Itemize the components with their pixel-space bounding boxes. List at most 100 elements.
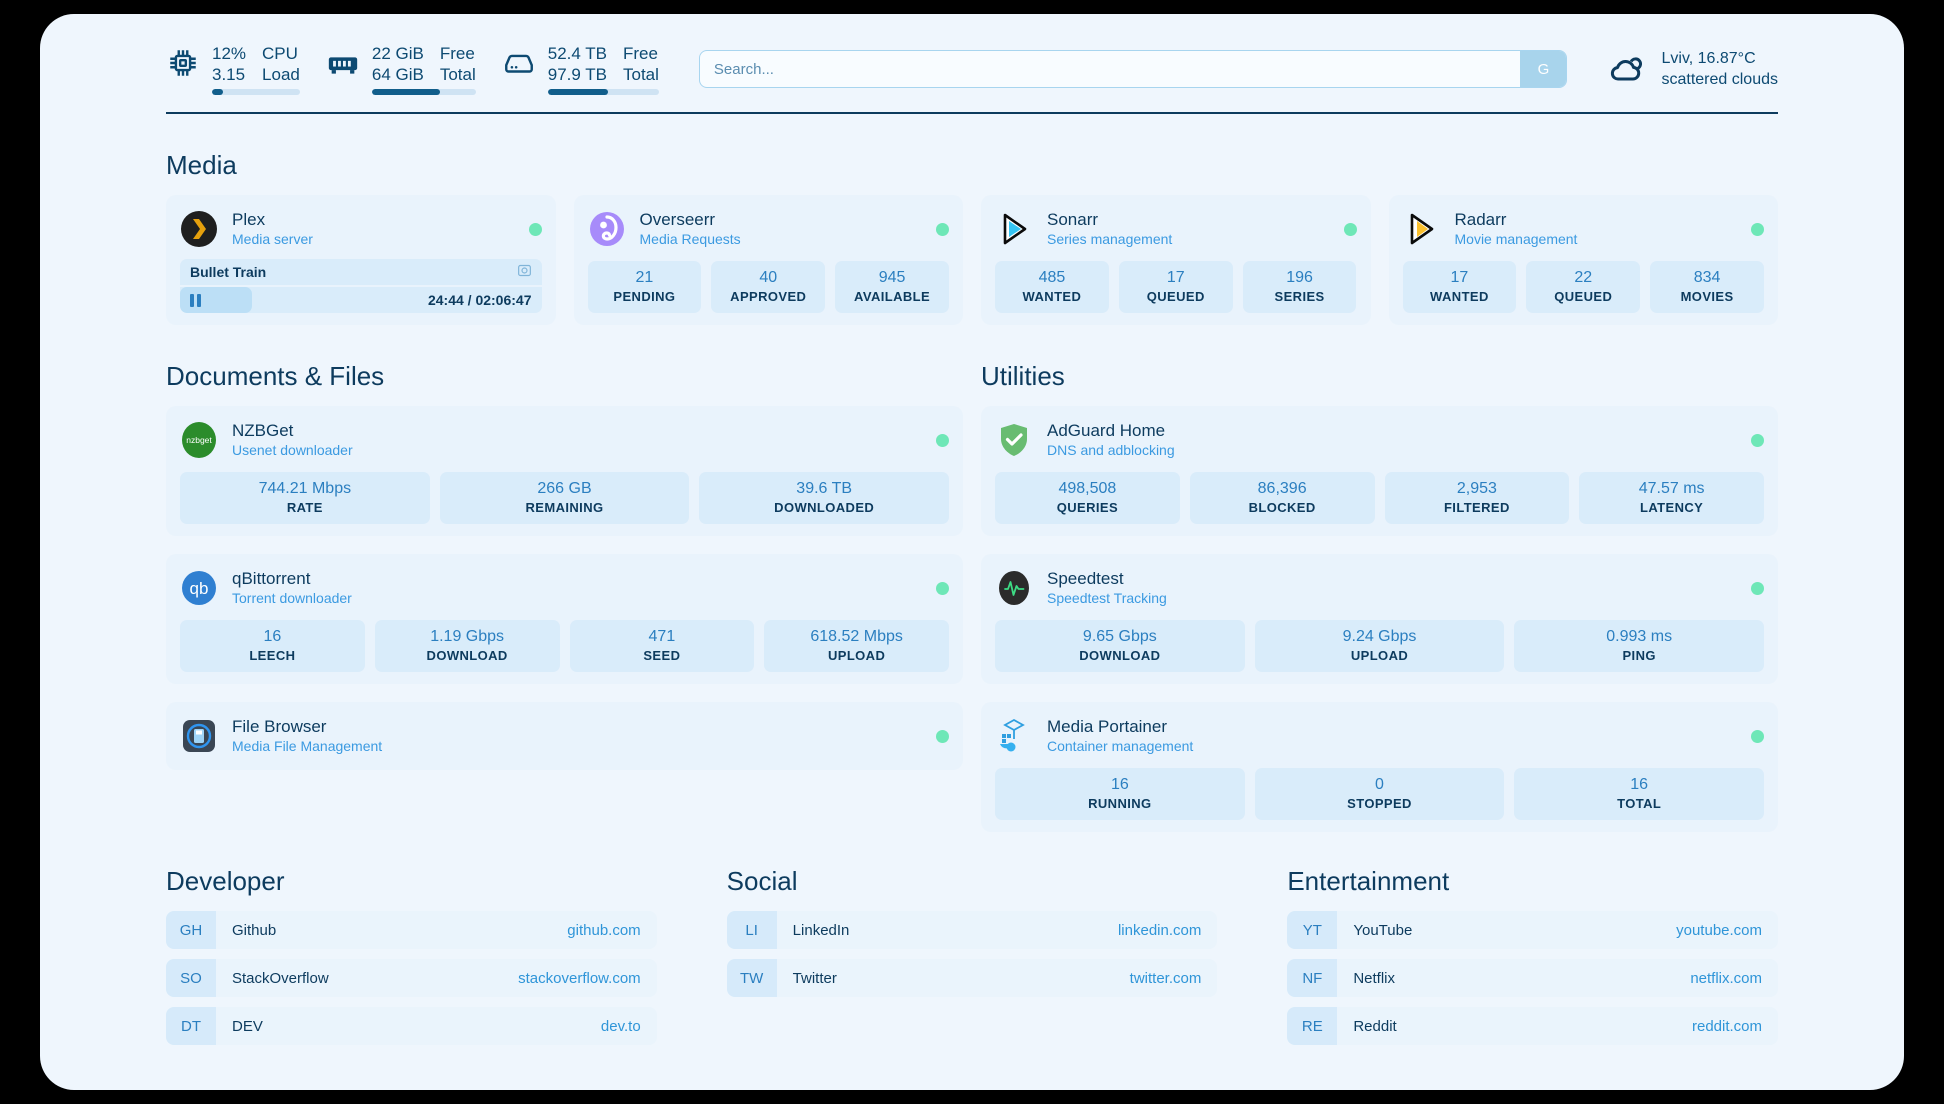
stat-tile: 834 MOVIES: [1650, 261, 1764, 313]
portainer-logo: [995, 717, 1033, 755]
bookmark-abbr: RE: [1287, 1007, 1338, 1045]
tile-value: 16: [1110, 776, 1129, 793]
bookmark-item[interactable]: RE Reddit reddit.com: [1287, 1007, 1779, 1045]
svg-text:nzbget: nzbget: [186, 435, 212, 445]
pause-icon[interactable]: [190, 293, 201, 307]
tile-value: 945: [878, 269, 906, 286]
service-desc: DNS and adblocking: [1047, 442, 1175, 458]
memory-readout: 22 GiB 64 GiB Free Total: [371, 43, 476, 95]
memory-labels: Free Total: [440, 43, 476, 85]
service-card-portainer[interactable]: Media Portainer Container management 16 …: [981, 702, 1778, 832]
svg-text:qb: qb: [190, 579, 209, 598]
cast-icon[interactable]: [517, 263, 532, 281]
now-playing-title: Bullet Train: [190, 264, 267, 280]
tile-label: PENDING: [613, 289, 676, 304]
section-title-documents: Documents & Files: [166, 361, 385, 391]
section-title-utilities: Utilities: [981, 361, 1065, 391]
memory-icon: [326, 46, 360, 80]
service-name: qBittorrent: [232, 569, 311, 588]
service-card-nzbget[interactable]: nzbget NZBGet Usenet downloader 744.21 M…: [166, 406, 963, 536]
tile-label: LEECH: [249, 648, 296, 663]
weather-text: Lviv, 16.87°C scattered clouds: [1661, 48, 1778, 90]
bookmark-item[interactable]: TW Twitter twitter.com: [726, 959, 1218, 997]
search-box[interactable]: G: [698, 50, 1568, 88]
bookmark-item[interactable]: YT YouTube youtube.com: [1287, 911, 1779, 949]
tile-label: RUNNING: [1088, 796, 1152, 811]
service-card-speedtest[interactable]: Speedtest Speedtest Tracking 9.65 Gbps D…: [981, 554, 1778, 684]
status-indicator: [936, 581, 949, 595]
service-card-adguard[interactable]: AdGuard Home DNS and adblocking 498,508 …: [981, 406, 1778, 536]
bookmark-group-title: Developer: [166, 866, 285, 896]
disk-widget: 52.4 TB 97.9 TB Free Total: [502, 43, 659, 95]
service-card-radarr[interactable]: Radarr Movie management 17 WANTED 22 QUE…: [1388, 195, 1778, 325]
service-desc: Torrent downloader: [232, 590, 352, 606]
service-desc: Container management: [1047, 738, 1194, 754]
disk-readout: 52.4 TB 97.9 TB Free Total: [547, 43, 659, 95]
tile-label: SERIES: [1274, 289, 1325, 304]
disk-total: 97.9 TB: [547, 65, 607, 84]
tile-value: 47.57 ms: [1638, 480, 1705, 497]
service-name: Overseerr: [639, 210, 716, 229]
bookmark-item[interactable]: GH Github github.com: [166, 911, 657, 949]
service-desc: Media Requests: [639, 231, 741, 247]
stat-tile: 40 APPROVED: [711, 261, 826, 313]
bookmark-group-social: Social LI LinkedIn linkedin.com TW Twitt…: [726, 866, 1218, 1055]
stat-tile: 0 STOPPED: [1254, 768, 1505, 820]
now-playing-title-bar: Bullet Train: [180, 259, 542, 285]
bookmark-item[interactable]: LI LinkedIn linkedin.com: [726, 911, 1218, 949]
search-input[interactable]: [699, 51, 1521, 87]
cpu-loadavg: 3.15: [212, 65, 246, 84]
bookmark-item[interactable]: SO StackOverflow stackoverflow.com: [166, 959, 657, 997]
stat-tile: 17 QUEUED: [1118, 261, 1233, 313]
status-indicator: [528, 222, 542, 236]
service-card-plex[interactable]: Plex Media server Bullet Train: [166, 195, 556, 325]
cpu-usage-bar: [212, 89, 300, 95]
tile-label: PING: [1622, 648, 1656, 663]
service-desc: Series management: [1047, 231, 1173, 247]
tile-value: 86,396: [1257, 480, 1307, 497]
cpu-labels: CPU Load: [262, 43, 300, 85]
memory-values: 22 GiB 64 GiB: [372, 43, 424, 85]
section-title-media: Media: [166, 150, 237, 180]
bookmark-abbr: DT: [166, 1007, 216, 1045]
tile-value: 40: [759, 269, 778, 286]
bookmark-group-title: Entertainment: [1287, 866, 1450, 896]
stat-tile: 744.21 Mbps RATE: [180, 472, 430, 524]
service-name: Radarr: [1454, 210, 1507, 229]
service-name: NZBGet: [232, 421, 294, 440]
bookmark-name: Twitter: [792, 969, 837, 987]
bookmark-item[interactable]: DT DEV dev.to: [166, 1007, 657, 1045]
stat-tile: 498,508 QUERIES: [995, 472, 1180, 524]
service-name: Media Portainer: [1047, 717, 1168, 736]
service-card-overseerr[interactable]: Overseerr Media Requests 21 PENDING 40 A…: [573, 195, 963, 325]
now-playing-progress[interactable]: 24:44 / 02:06:47: [180, 287, 542, 313]
service-card-filebrowser[interactable]: File Browser Media File Management: [166, 702, 963, 770]
service-desc: Speedtest Tracking: [1047, 590, 1167, 606]
tile-value: 2,953: [1456, 480, 1497, 497]
status-indicator: [936, 729, 949, 743]
tile-label: APPROVED: [730, 289, 807, 304]
disk-labels: Free Total: [623, 43, 659, 85]
tile-value: 0: [1375, 776, 1384, 793]
service-card-qbittorrent[interactable]: qb qBittorrent Torrent downloader 16 LEE…: [166, 554, 963, 684]
tile-value: 498,508: [1058, 480, 1117, 497]
search-provider-button[interactable]: G: [1520, 51, 1567, 87]
tile-label: FILTERED: [1443, 500, 1510, 515]
bookmark-abbr: NF: [1287, 959, 1338, 997]
status-indicator: [936, 433, 949, 447]
tile-label: QUERIES: [1056, 500, 1119, 515]
tile-value: 744.21 Mbps: [258, 480, 352, 497]
bookmark-name: Netflix: [1353, 969, 1396, 987]
bookmark-item[interactable]: NF Netflix netflix.com: [1287, 959, 1779, 997]
dashboard-page: 12% 3.15 CPU Load: [40, 14, 1904, 1090]
bookmark-abbr: YT: [1287, 911, 1338, 949]
stat-tile: 9.65 Gbps DOWNLOAD: [995, 620, 1245, 672]
bookmark-group-entertainment: Entertainment YT YouTube youtube.com NF …: [1287, 866, 1779, 1055]
qbittorrent-logo: qb: [180, 569, 218, 607]
memory-widget: 22 GiB 64 GiB Free Total: [326, 43, 476, 95]
tile-value: 834: [1693, 269, 1721, 286]
service-card-sonarr[interactable]: Sonarr Series management 485 WANTED 17 Q…: [981, 195, 1371, 325]
bookmark-abbr: SO: [166, 959, 216, 997]
filebrowser-logo: [180, 717, 218, 755]
weather-condition: scattered clouds: [1661, 71, 1778, 88]
